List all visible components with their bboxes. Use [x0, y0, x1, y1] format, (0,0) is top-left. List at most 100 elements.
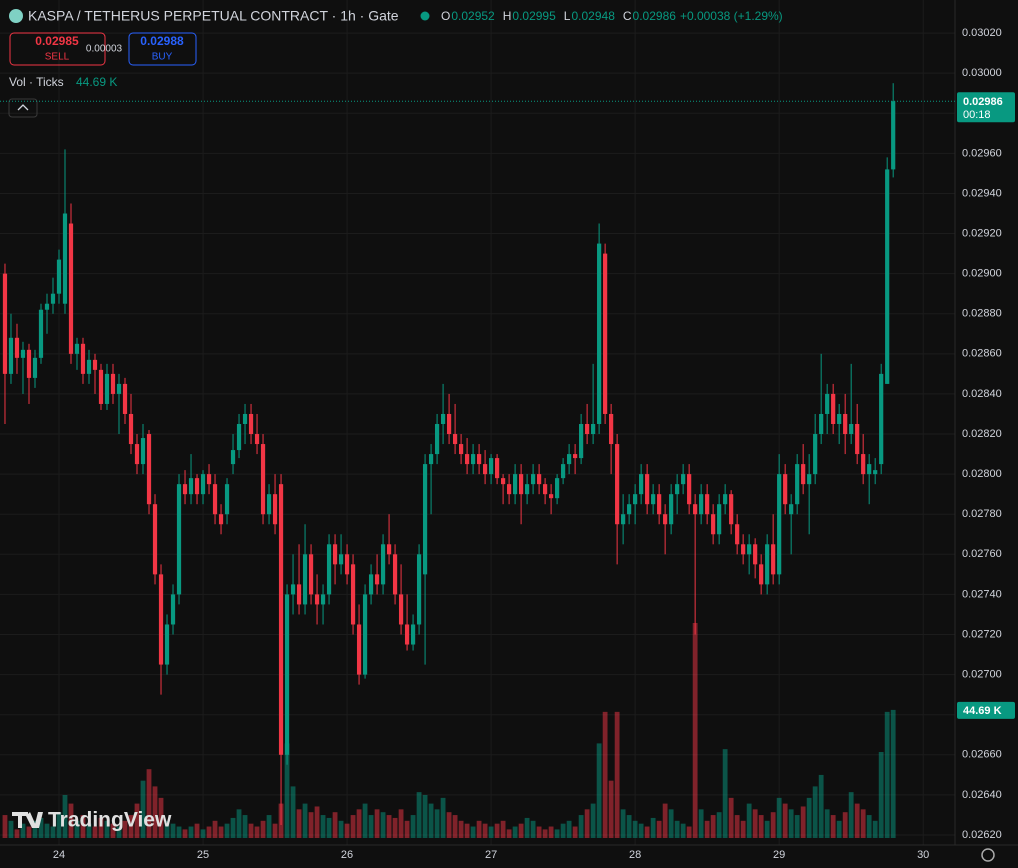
volume-bar	[320, 815, 326, 838]
collapse-button[interactable]	[8, 98, 38, 118]
candle-body	[278, 484, 284, 755]
volume-bar	[140, 780, 146, 838]
candle-body	[470, 454, 476, 465]
candle-body	[410, 624, 416, 645]
volume-bar	[614, 711, 620, 838]
chart-title: KASPA / TETHERUS PERPETUAL CONTRACT · 1h…	[28, 8, 399, 24]
volume-bar	[398, 809, 404, 838]
volume-bar	[674, 820, 680, 838]
volume-bar	[422, 795, 428, 838]
symbol-icon	[9, 9, 23, 23]
y-tick-label: 0.02660	[962, 749, 1002, 761]
volume-bar	[242, 815, 248, 838]
candle-body	[855, 424, 860, 455]
legend-key: C	[623, 9, 632, 23]
sell-label[interactable]: SELL	[45, 52, 70, 63]
candle-body	[476, 454, 482, 465]
candle-body	[368, 574, 374, 595]
candle-body	[819, 413, 824, 435]
volume-bar	[650, 817, 656, 838]
candle-body	[290, 584, 296, 595]
x-tick-label: 30	[917, 849, 929, 861]
volume-bar	[98, 817, 104, 838]
volume-bar	[44, 823, 50, 838]
candle-body	[302, 554, 308, 605]
sell-button[interactable]	[9, 32, 106, 66]
volume-bar	[176, 826, 182, 838]
volume-bar	[776, 797, 782, 838]
volume-bar	[488, 826, 494, 838]
volume-bar	[842, 812, 848, 838]
volume-bar	[470, 826, 476, 838]
candle-body	[639, 474, 644, 495]
candle-body	[597, 243, 602, 425]
volume-bar	[566, 820, 572, 838]
volume-bar	[260, 820, 266, 838]
candle-body	[512, 474, 518, 495]
volume-bar	[158, 797, 164, 838]
volume-bar	[32, 820, 38, 838]
buy-button[interactable]	[128, 32, 197, 66]
candle-body	[717, 504, 722, 535]
countdown-label: 00:18	[963, 109, 991, 121]
candle-body	[651, 494, 656, 505]
volume-bar	[860, 809, 866, 838]
volume-bar	[230, 817, 236, 838]
y-tick-label: 0.02740	[962, 588, 1002, 600]
volume-bar	[830, 815, 836, 838]
candle-body	[314, 594, 320, 605]
candle-body	[585, 424, 590, 435]
candle-body	[416, 554, 422, 625]
volume-bar	[272, 823, 278, 838]
candle-body	[236, 424, 242, 451]
y-tick-label: 0.02960	[962, 147, 1002, 159]
candle-body	[308, 554, 314, 595]
volume-bar	[146, 769, 152, 838]
volume-bar	[608, 780, 614, 838]
candle-body	[464, 454, 470, 465]
candle-body	[543, 484, 548, 495]
candle-body	[440, 413, 446, 425]
candle-body	[62, 213, 68, 304]
legend-key: L	[564, 9, 571, 23]
volume-bar	[806, 797, 812, 838]
candle-body	[8, 337, 14, 374]
y-tick-label: 0.02720	[962, 628, 1002, 640]
volume-bar	[8, 820, 14, 838]
candle-body	[212, 484, 218, 515]
volume-bar	[770, 812, 776, 838]
volume-bar	[848, 792, 854, 838]
volume-layer	[2, 623, 896, 838]
candle-body	[813, 434, 818, 475]
volume-bar	[548, 826, 554, 838]
candle-body	[380, 544, 386, 585]
candle-body	[392, 554, 398, 595]
y-tick-label: 0.02900	[962, 268, 1002, 280]
candle-body	[591, 424, 596, 435]
candle-body	[771, 544, 776, 575]
candle-body	[104, 373, 110, 404]
volume-bar	[404, 820, 410, 838]
candle-body	[170, 594, 176, 625]
candle-body	[879, 373, 884, 465]
candle-body	[2, 273, 8, 374]
buy-label[interactable]: BUY	[152, 52, 173, 63]
volume-bar	[14, 829, 20, 838]
candle-body	[194, 478, 200, 495]
candle-body	[579, 424, 584, 459]
volume-bar	[284, 743, 290, 838]
volume-bar	[668, 809, 674, 838]
settings-icon[interactable]	[981, 848, 995, 862]
sell-price[interactable]: 0.02985	[35, 34, 79, 48]
candle-body	[831, 393, 836, 425]
candle-body	[200, 474, 206, 495]
volume-bar	[626, 815, 632, 838]
volume-bar	[560, 823, 566, 838]
candle-body	[494, 458, 500, 479]
volume-bar	[764, 820, 770, 838]
collapse-icon[interactable]	[17, 104, 29, 111]
candle-body	[158, 574, 164, 665]
volume-bar	[164, 820, 170, 838]
candle-body	[759, 564, 764, 585]
buy-price[interactable]: 0.02988	[140, 34, 184, 48]
